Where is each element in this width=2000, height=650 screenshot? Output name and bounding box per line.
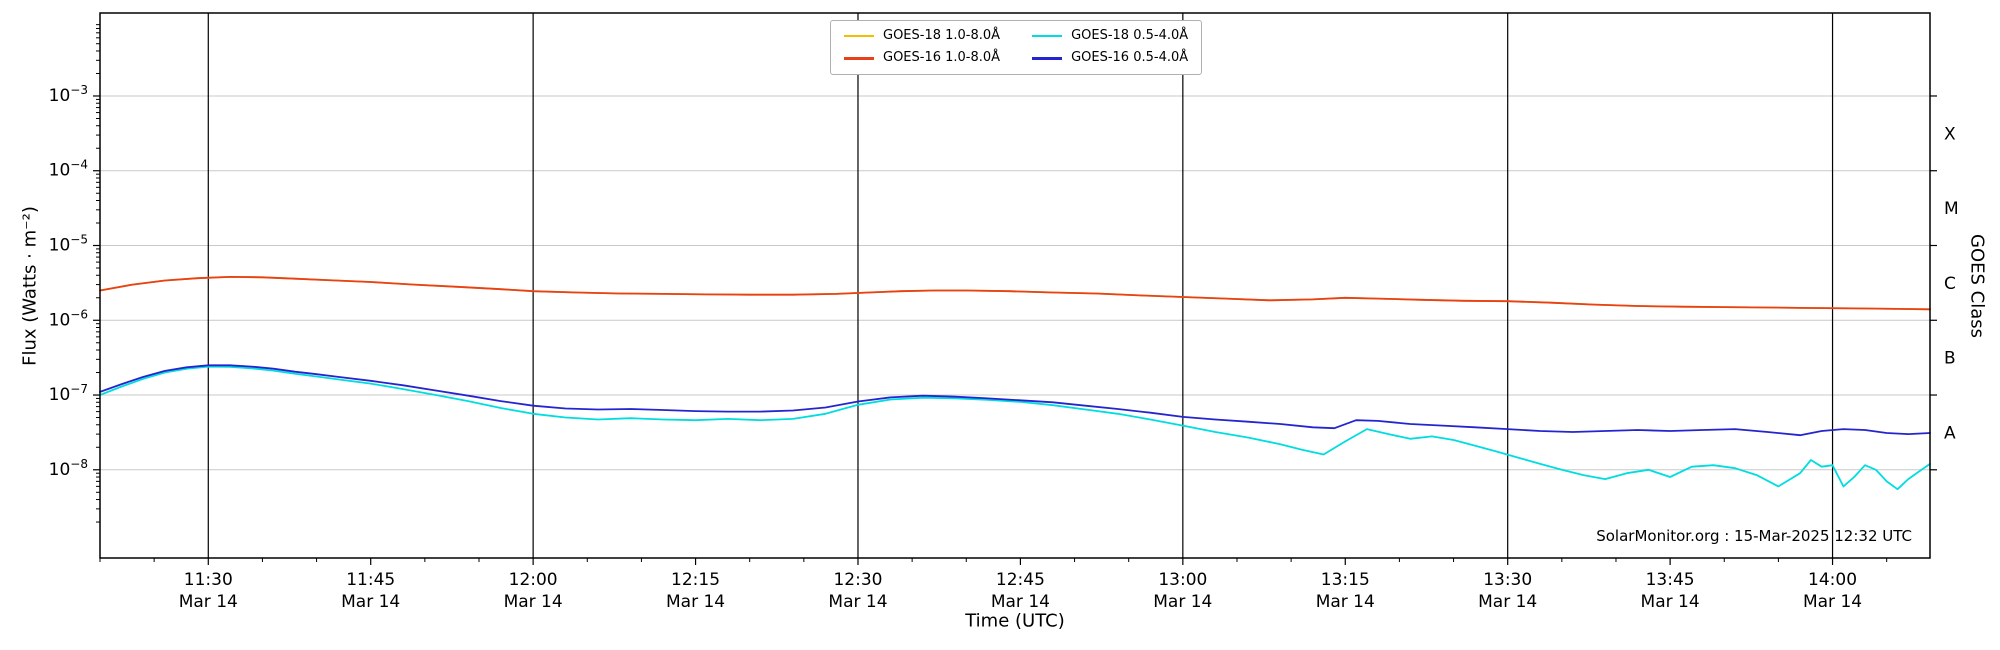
goes-class-label: X (1944, 124, 1956, 144)
legend-line-swatch (844, 57, 874, 60)
goes-class-label: B (1944, 349, 1956, 369)
x-tick-time: 12:15 (671, 570, 720, 590)
x-tick-time: 11:45 (346, 570, 395, 590)
legend-entry: GOES-16 0.5-4.0Å (1032, 50, 1188, 66)
x-tick-date: Mar 14 (1803, 592, 1862, 612)
series-goes-16-1-0-8-0- (99, 275, 1931, 311)
x-tick-date: Mar 14 (1478, 592, 1537, 612)
legend-line-swatch (1032, 34, 1063, 38)
x-tick-time: 12:00 (509, 570, 558, 590)
y-tick-label: 10−7 (49, 382, 88, 405)
legend: GOES-18 1.0-8.0Å GOES-16 1.0-8.0Å GOES-18 … (830, 20, 1203, 75)
legend-label: GOES-16 1.0-8.0Å (883, 50, 1001, 66)
right-axis-label: GOES Class (1966, 234, 1988, 338)
x-tick-date: Mar 14 (828, 592, 887, 612)
y-axis-label: Flux (Watts · m⁻²) (19, 206, 41, 366)
goes-class-label: A (1944, 423, 1956, 443)
x-tick-time: 11:30 (184, 570, 233, 590)
x-tick-time: 14:00 (1808, 570, 1857, 590)
x-tick-time: 13:00 (1158, 570, 1207, 590)
x-tick-time: 13:45 (1646, 570, 1695, 590)
legend-label: GOES-18 1.0-8.0Å (883, 28, 1001, 43)
y-tick-label: 10−8 (49, 457, 88, 480)
x-tick-date: Mar 14 (991, 592, 1050, 612)
x-tick-date: Mar 14 (666, 592, 725, 612)
y-tick-label: 10−4 (49, 158, 88, 181)
legend-line-swatch (1032, 57, 1063, 60)
y-major-ticks (93, 95, 1937, 471)
legend-entry: GOES-16 1.0-8.0Å (844, 50, 1000, 66)
goes-class-label: C (1944, 274, 1956, 294)
x-tick-time: 12:45 (996, 570, 1045, 590)
x-tick-date: Mar 14 (1153, 592, 1212, 612)
x-minor-ticks (99, 558, 1888, 562)
x-tick-date: Mar 14 (1316, 592, 1375, 612)
y-gridlines (100, 95, 1930, 471)
x-tick-date: Mar 14 (504, 592, 563, 612)
x-tick-time: 12:30 (833, 570, 882, 590)
x-tick-date: Mar 14 (179, 592, 238, 612)
goes-class-label: M (1944, 199, 1959, 219)
legend-entry: GOES-18 1.0-8.0Å (844, 28, 1000, 44)
x-tick-date: Mar 14 (341, 592, 400, 612)
watermark-text: SolarMonitor.org : 15-Mar-2025 12:32 UTC (1596, 527, 1912, 545)
series-goes-16-0-5-4-0- (99, 364, 1931, 437)
x-tick-date: Mar 14 (1641, 592, 1700, 612)
x-tick-time: 13:30 (1483, 570, 1532, 590)
y-minor-ticks (96, 24, 100, 523)
series-goes-18-0-5-4-0- (99, 365, 1931, 491)
x-tick-time: 13:15 (1321, 570, 1370, 590)
legend-label: GOES-18 0.5-4.0Å (1071, 28, 1189, 43)
legend-label: GOES-16 0.5-4.0Å (1071, 50, 1189, 66)
legend-entry: GOES-18 0.5-4.0Å (1032, 28, 1188, 44)
y-tick-label: 10−6 (49, 307, 88, 330)
x-axis-label: Time (UTC) (965, 610, 1065, 632)
legend-line-swatch (844, 34, 874, 38)
y-tick-label: 10−5 (49, 233, 88, 256)
x-major-ticks (207, 558, 1834, 565)
plot-frame (99, 12, 1931, 559)
y-tick-label: 10−3 (49, 83, 88, 106)
